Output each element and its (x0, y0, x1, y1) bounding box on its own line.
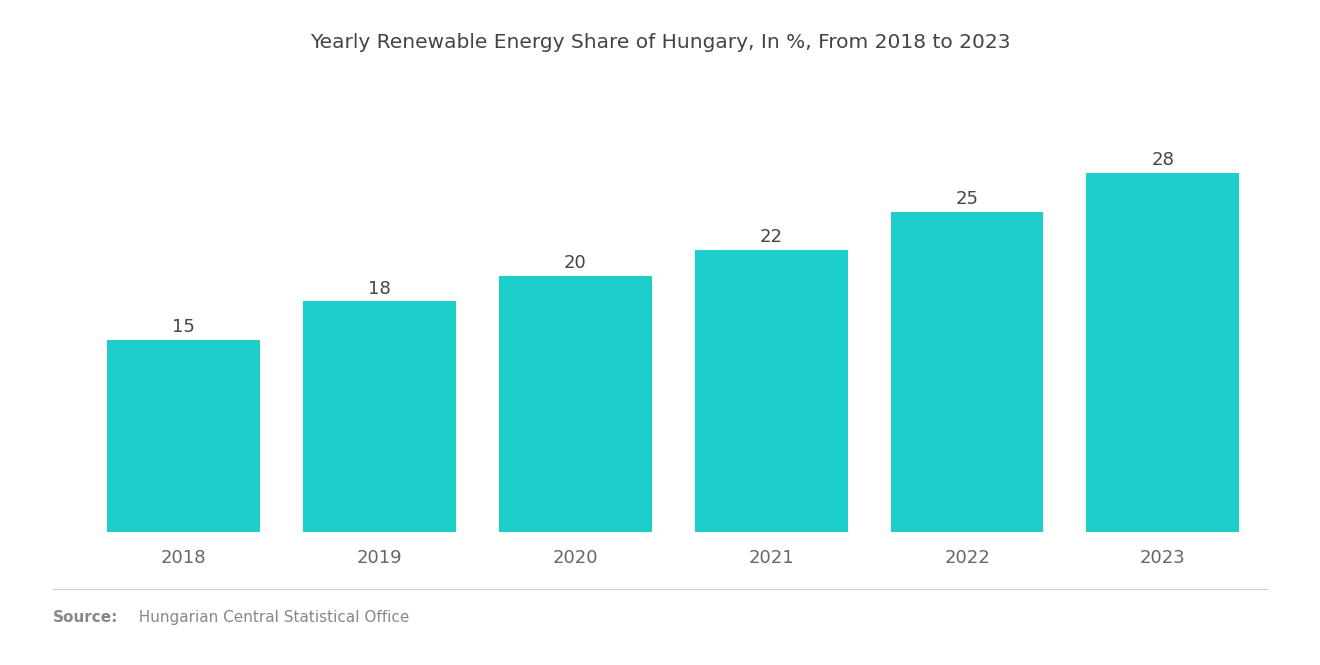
Text: 22: 22 (759, 228, 783, 246)
Text: Source:: Source: (53, 610, 119, 625)
Bar (1086, 174, 1239, 532)
Text: 18: 18 (368, 279, 391, 297)
Bar (107, 340, 260, 532)
Text: 28: 28 (1151, 152, 1175, 170)
Bar (694, 250, 847, 532)
Bar (304, 301, 455, 532)
Text: 25: 25 (956, 190, 978, 208)
Text: 15: 15 (172, 318, 195, 336)
Text: Yearly Renewable Energy Share of Hungary, In %, From 2018 to 2023: Yearly Renewable Energy Share of Hungary… (310, 33, 1010, 53)
Bar (499, 276, 652, 532)
Bar (891, 211, 1043, 532)
Text: 20: 20 (564, 254, 586, 272)
Text: Hungarian Central Statistical Office: Hungarian Central Statistical Office (129, 610, 409, 625)
